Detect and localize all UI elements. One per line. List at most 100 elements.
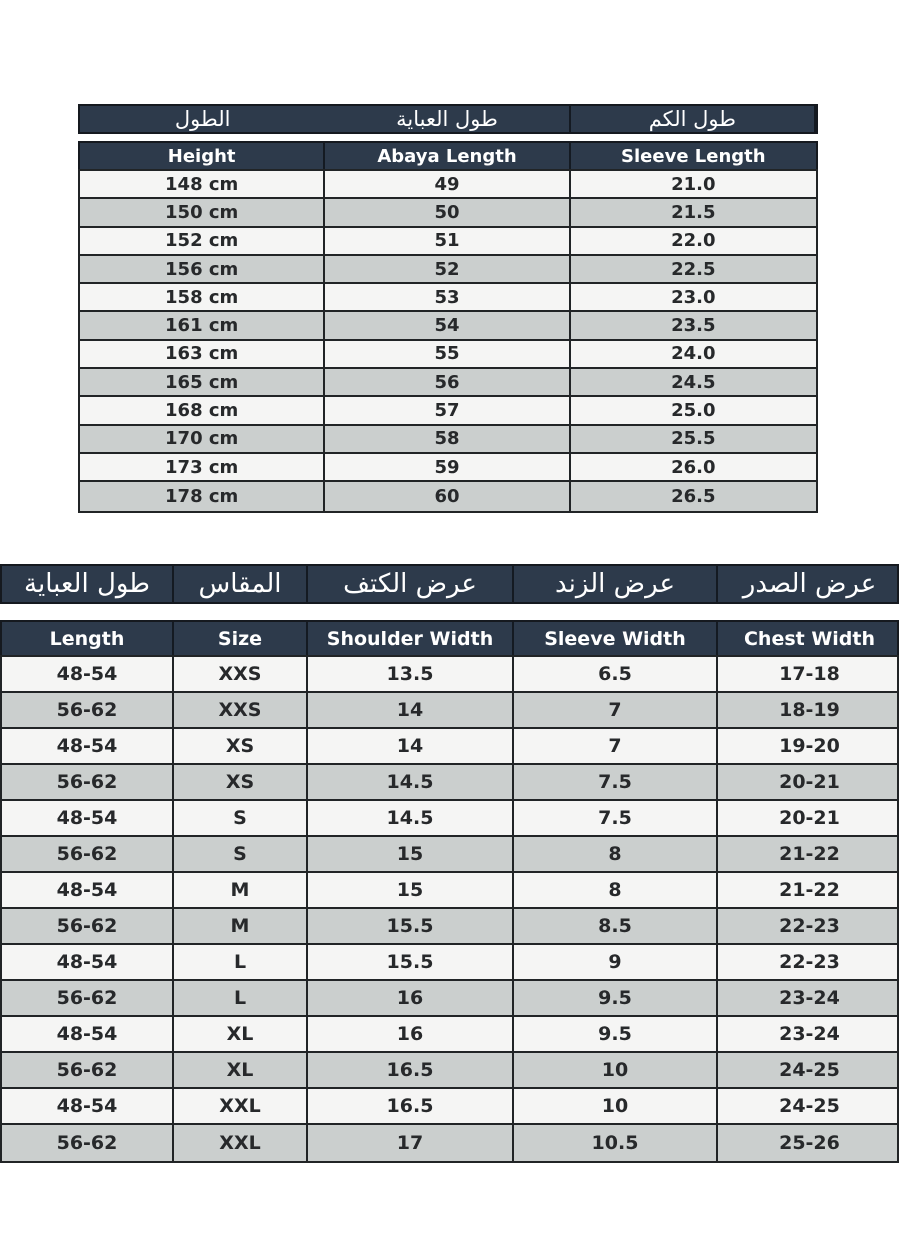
table-cell: XS: [174, 765, 308, 799]
table1-body: 148 cm 49 21.0 150 cm 50 21.5 152 cm 51 22.0 156 …: [78, 169, 818, 513]
table-row: 156 cm 52 22.5: [80, 255, 816, 285]
table-cell: XL: [174, 1053, 308, 1087]
table-cell: 148 cm: [80, 171, 326, 198]
table-cell: 25-26: [779, 1132, 840, 1154]
table2-header-sleeve-width: Sleeve Width: [514, 622, 718, 655]
table-cell: 26.5: [671, 485, 716, 507]
table-cell: 168 cm: [80, 397, 326, 424]
table-cell: 7.5: [514, 801, 718, 835]
table-cell: 56-62: [2, 765, 174, 799]
table-cell: 56-62: [2, 693, 174, 727]
table-cell: XXS: [174, 693, 308, 727]
width-size-table: طول العباية المقاس عرض الكتف عرض الزند ع…: [0, 564, 899, 1163]
table-cell: 16: [308, 981, 514, 1015]
table2-arabic-header-sleeve-width: عرض الزند: [514, 566, 718, 602]
table-cell: 158 cm: [80, 284, 326, 311]
table-row: 150 cm 50 21.5: [80, 199, 816, 228]
table-cell: 15.5: [308, 909, 514, 943]
table2-arabic-header-chest-width: عرض الصدر: [742, 569, 877, 599]
table-cell: 14.5: [308, 765, 514, 799]
table-cell: 170 cm: [80, 425, 326, 452]
table1-arabic-header-sleeve-length: طول الكم: [571, 106, 816, 132]
table-cell: 24.5: [671, 371, 716, 393]
table-cell: 55: [325, 340, 571, 368]
table-cell: 17: [308, 1125, 514, 1161]
table-cell: 56-62: [2, 837, 174, 871]
table-row: 161 cm 54 23.5: [80, 312, 816, 341]
table-row: 48-54 L 15.5 9 22-23: [2, 945, 897, 981]
length-size-table: طول الكم طول العباية الطول Height Abaya …: [78, 104, 818, 513]
table-row: 168 cm 57 25.0: [80, 397, 816, 426]
table2-header-gap: [0, 604, 899, 620]
table-cell: 22-23: [779, 915, 840, 937]
table-row: 56-62 XS 14.5 7.5 20-21: [2, 765, 897, 801]
table-cell: 21.5: [671, 201, 716, 223]
table-cell: 17-18: [779, 663, 840, 685]
table2-header-shoulder-width: Shoulder Width: [308, 622, 514, 655]
table2-arabic-header-length: طول العباية: [2, 566, 174, 602]
table-row: 48-54 XL 16 9.5 23-24: [2, 1017, 897, 1053]
table-row: 48-54 XXL 16.5 10 24-25: [2, 1089, 897, 1125]
table1-header-height: Height: [80, 143, 326, 169]
table-cell: 25.0: [671, 400, 716, 422]
table-cell: 48-54: [2, 1017, 174, 1051]
table-cell: 13.5: [308, 657, 514, 691]
table-cell: 178 cm: [80, 482, 326, 511]
table2-header-size: Size: [174, 622, 308, 655]
table-cell: 19-20: [779, 735, 840, 757]
table-cell: 58: [325, 425, 571, 452]
table-cell: L: [174, 945, 308, 979]
table-cell: 16.5: [308, 1089, 514, 1123]
table-cell: 14: [308, 729, 514, 763]
table-row: 56-62 XXS 14 7 18-19: [2, 693, 897, 729]
table-cell: 150 cm: [80, 199, 326, 226]
table-cell: XXS: [174, 657, 308, 691]
table-row: 56-62 M 15.5 8.5 22-23: [2, 909, 897, 945]
table-row: 56-62 L 16 9.5 23-24: [2, 981, 897, 1017]
table-cell: 156 cm: [80, 255, 326, 283]
table-row: 148 cm 49 21.0: [80, 171, 816, 200]
table-cell: XXL: [174, 1089, 308, 1123]
table-cell: 6.5: [514, 657, 718, 691]
table-cell: 7: [514, 729, 718, 763]
table-cell: 173 cm: [80, 453, 326, 481]
table-cell: 16.5: [308, 1053, 514, 1087]
table1-header-sleeve-length: Sleeve Length: [621, 145, 766, 167]
table-cell: 23.5: [671, 315, 716, 337]
table-row: 173 cm 59 26.0: [80, 453, 816, 483]
table-cell: 56: [325, 369, 571, 396]
table-cell: 52: [325, 255, 571, 283]
table-cell: 49: [325, 171, 571, 198]
table-cell: 50: [325, 199, 571, 226]
table2-header-length: Length: [2, 622, 174, 655]
table-cell: 20-21: [779, 807, 840, 829]
table2-arabic-header-size: المقاس: [174, 566, 308, 602]
table-cell: 24.0: [671, 343, 716, 365]
table2-header-chest-width: Chest Width: [743, 627, 876, 650]
table-cell: 25.5: [671, 428, 716, 450]
table1-arabic-header-row: طول الكم طول العباية الطول: [78, 104, 818, 134]
table-cell: 53: [325, 284, 571, 311]
table-cell: 10.5: [514, 1125, 718, 1161]
table-cell: 21-22: [779, 843, 840, 865]
table-cell: 56-62: [2, 1053, 174, 1087]
table-row: 165 cm 56 24.5: [80, 369, 816, 398]
table-row: 158 cm 53 23.0: [80, 284, 816, 313]
table-cell: 51: [325, 227, 571, 254]
table-cell: 15.5: [308, 945, 514, 979]
table-cell: 22.5: [671, 258, 716, 280]
table-cell: 16: [308, 1017, 514, 1051]
table-cell: 7.5: [514, 765, 718, 799]
table2-arabic-header-row: طول العباية المقاس عرض الكتف عرض الزند ع…: [0, 564, 899, 604]
table-cell: 14: [308, 693, 514, 727]
table-cell: 15: [308, 873, 514, 907]
table-cell: 56-62: [2, 1125, 174, 1161]
table-row: 56-62 XL 16.5 10 24-25: [2, 1053, 897, 1089]
table2-arabic-header-shoulder-width: عرض الكتف: [308, 566, 514, 602]
table-cell: 161 cm: [80, 312, 326, 339]
table-cell: 23-24: [779, 1023, 840, 1045]
table1-header-abaya-length: Abaya Length: [325, 143, 571, 169]
table2-body: 48-54 XXS 13.5 6.5 17-18 56-62 XXS 14 7 18-19 48-5…: [0, 655, 899, 1163]
table-cell: XXL: [174, 1125, 308, 1161]
